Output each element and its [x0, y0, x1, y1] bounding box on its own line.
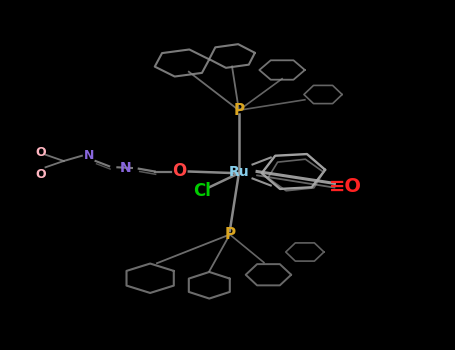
Text: O: O [35, 168, 46, 182]
Text: O: O [172, 162, 187, 181]
Text: N: N [119, 161, 131, 175]
Text: O: O [35, 146, 46, 159]
Text: ≡O: ≡O [329, 177, 362, 196]
Text: Cl: Cl [193, 182, 212, 200]
Text: N: N [84, 149, 94, 162]
Text: Ru: Ru [228, 164, 249, 178]
Text: P: P [224, 227, 235, 242]
Text: P: P [233, 103, 244, 118]
